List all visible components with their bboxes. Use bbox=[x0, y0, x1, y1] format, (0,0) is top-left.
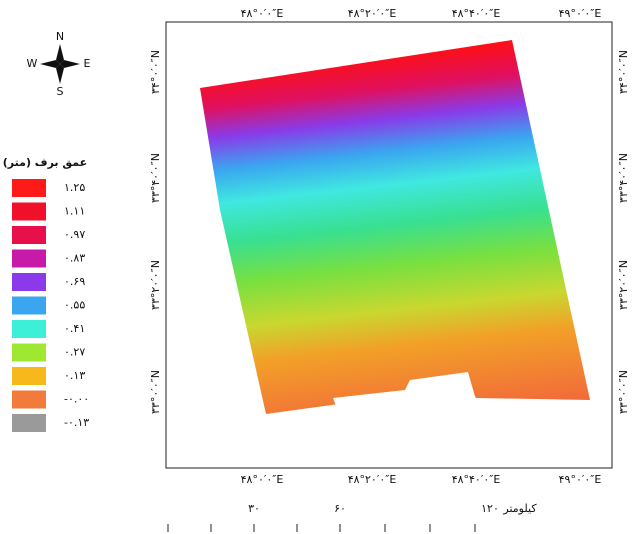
right-coord-label: ۳۳°۰′۰″N bbox=[617, 370, 630, 414]
legend-label: ۰.۹۷ bbox=[64, 228, 85, 241]
nodata-area bbox=[333, 372, 476, 416]
compass: N E S W bbox=[27, 30, 91, 98]
bottom-coord-label: ۴۸°۴۰′۰″E bbox=[452, 473, 501, 486]
legend-swatch bbox=[12, 179, 46, 197]
scale-label: ۱۲۰ bbox=[481, 502, 499, 515]
compass-w: W bbox=[27, 57, 38, 70]
left-coord-label: ۳۳°۴۰′۰″N bbox=[149, 153, 162, 203]
legend-swatch bbox=[12, 296, 46, 315]
legend-label: ۰.۸۳ bbox=[64, 252, 85, 265]
legend-swatch bbox=[12, 343, 46, 362]
snow-depth-raster bbox=[200, 40, 590, 414]
legend-swatch bbox=[12, 202, 46, 221]
left-coord-label: ۳۴°۰′۰″N bbox=[149, 50, 162, 94]
right-coord-label: ۳۳°۲۰′۰″N bbox=[617, 260, 630, 310]
legend-label: ۱.۱۱ bbox=[64, 205, 85, 218]
legend-swatch bbox=[12, 320, 46, 338]
legend-label: -۰.۰۰ bbox=[64, 393, 89, 406]
legend-swatch bbox=[12, 367, 46, 385]
top-coord-label: ۴۹°۰′۰″E bbox=[559, 7, 602, 20]
legend-label: ۰.۱۳ bbox=[64, 369, 85, 382]
left-coord-label: ۳۳°۲۰′۰″N bbox=[149, 260, 162, 310]
right-coord-label: ۳۳°۴۰′۰″N bbox=[617, 153, 630, 203]
legend-swatch bbox=[12, 273, 46, 291]
legend-label: ۰.۴۱ bbox=[64, 322, 85, 335]
bottom-coord-label: ۴۸°۲۰′۰″E bbox=[348, 473, 397, 486]
scale-unit: کیلومتر bbox=[502, 502, 537, 515]
scale-label: ۶۰ bbox=[334, 502, 346, 515]
top-coord-label: ۴۸°۲۰′۰″E bbox=[348, 7, 397, 20]
compass-n: N bbox=[56, 30, 64, 43]
legend-label: ۰.۶۹ bbox=[64, 275, 85, 288]
legend-swatch bbox=[12, 249, 46, 268]
legend-label: ۱.۲۵ bbox=[64, 181, 85, 194]
legend-label: ۰.۲۷ bbox=[64, 346, 85, 359]
top-coord-label: ۴۸°۴۰′۰″E bbox=[452, 7, 501, 20]
legend-swatch bbox=[12, 226, 46, 244]
left-coord-label: ۳۳°۰′۰″N bbox=[149, 370, 162, 414]
legend-swatch bbox=[12, 414, 46, 432]
right-coord-label: ۳۴°۰′۰″N bbox=[617, 50, 630, 94]
legend-label: ۰.۵۵ bbox=[64, 299, 85, 312]
compass-s: S bbox=[57, 85, 64, 98]
bottom-coord-label: ۴۸°۰′۰″E bbox=[241, 473, 284, 486]
map-frame bbox=[165, 21, 613, 469]
legend-label: -۰.۱۳ bbox=[64, 416, 89, 429]
top-coord-label: ۴۸°۰′۰″E bbox=[241, 7, 284, 20]
bottom-coord-label: ۴۹°۰′۰″E bbox=[559, 473, 602, 486]
scale-label: ۳۰ bbox=[248, 502, 260, 515]
legend-title: عمق برف (متر) bbox=[3, 156, 87, 169]
legend-swatch bbox=[12, 390, 46, 409]
compass-e: E bbox=[84, 57, 91, 70]
